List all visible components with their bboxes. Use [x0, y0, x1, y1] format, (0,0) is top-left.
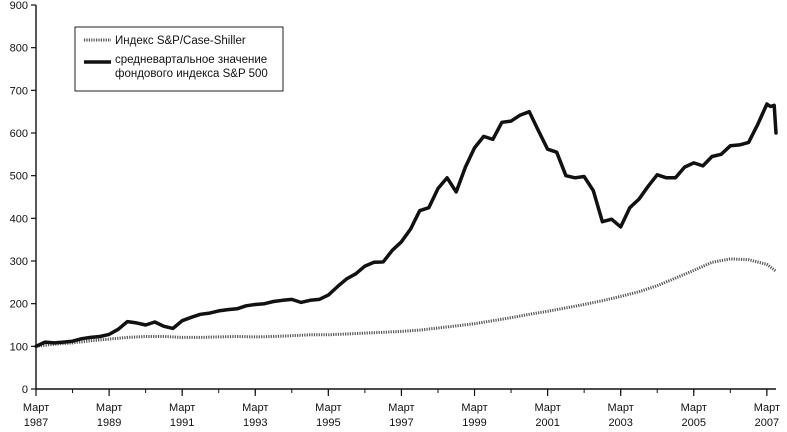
x-tick-label-month: Март: [754, 402, 780, 414]
x-tick-label-month: Март: [608, 402, 634, 414]
series-line-case-shiller: [35, 257, 777, 348]
x-tick-label-month: Март: [169, 402, 195, 414]
x-tick-label-year: 2001: [535, 417, 559, 429]
x-tick-label-year: 2007: [755, 417, 779, 429]
x-tick-label-month: Март: [242, 402, 268, 414]
x-tick-label-month: Март: [681, 402, 707, 414]
x-axis: Март 1987 Март 1989 Март 1991 Март 1993 Март 1995…: [23, 388, 780, 429]
x-tick-label-year: 2005: [682, 417, 706, 429]
series-layer: [34, 102, 778, 349]
legend-label-sp500-line2: фондового индекса S&P 500: [115, 68, 268, 80]
x-tick-label-month: Март: [534, 402, 560, 414]
legend-box: [74, 26, 284, 92]
y-tick-label: 300: [10, 256, 28, 268]
x-tick-label-year: 1993: [243, 417, 267, 429]
y-tick-label: 0: [22, 384, 28, 396]
x-tick-label-year: 1995: [316, 417, 340, 429]
x-tick-label-month: Март: [461, 402, 487, 414]
y-tick-label: 800: [10, 43, 28, 55]
y-tick-label: 500: [10, 171, 28, 183]
x-tick-label-year: 1997: [389, 417, 413, 429]
x-tick-label-year: 1991: [170, 417, 194, 429]
x-tick-label-month: Март: [388, 402, 414, 414]
y-axis: 0 100 200 300 400 500 600 700 800 900: [10, 0, 37, 396]
y-tick-label: 600: [10, 128, 28, 140]
y-tick-label: 700: [10, 85, 28, 97]
x-tick-label-month: Март: [96, 402, 122, 414]
x-tick-label-month: Март: [315, 402, 341, 414]
x-tick-label-month: Март: [23, 402, 49, 414]
y-tick-label: 900: [10, 0, 28, 12]
legend-label-sp500-line1: средневартальное значение: [115, 54, 267, 66]
y-tick-label: 400: [10, 213, 28, 225]
legend-label-case-shiller: Индекс S&P/Case-Shiller: [115, 35, 246, 47]
x-tick-label-year: 2003: [608, 417, 632, 429]
x-tick-label-year: 1999: [462, 417, 486, 429]
series-line-sp500: [34, 102, 778, 349]
y-tick-label: 200: [10, 299, 28, 311]
y-tick-label: 100: [10, 341, 28, 353]
legend: Индекс S&P/Case-Shiller средневартальное…: [74, 26, 284, 92]
x-tick-label-year: 1989: [97, 417, 121, 429]
x-tick-label-year: 1987: [24, 417, 48, 429]
